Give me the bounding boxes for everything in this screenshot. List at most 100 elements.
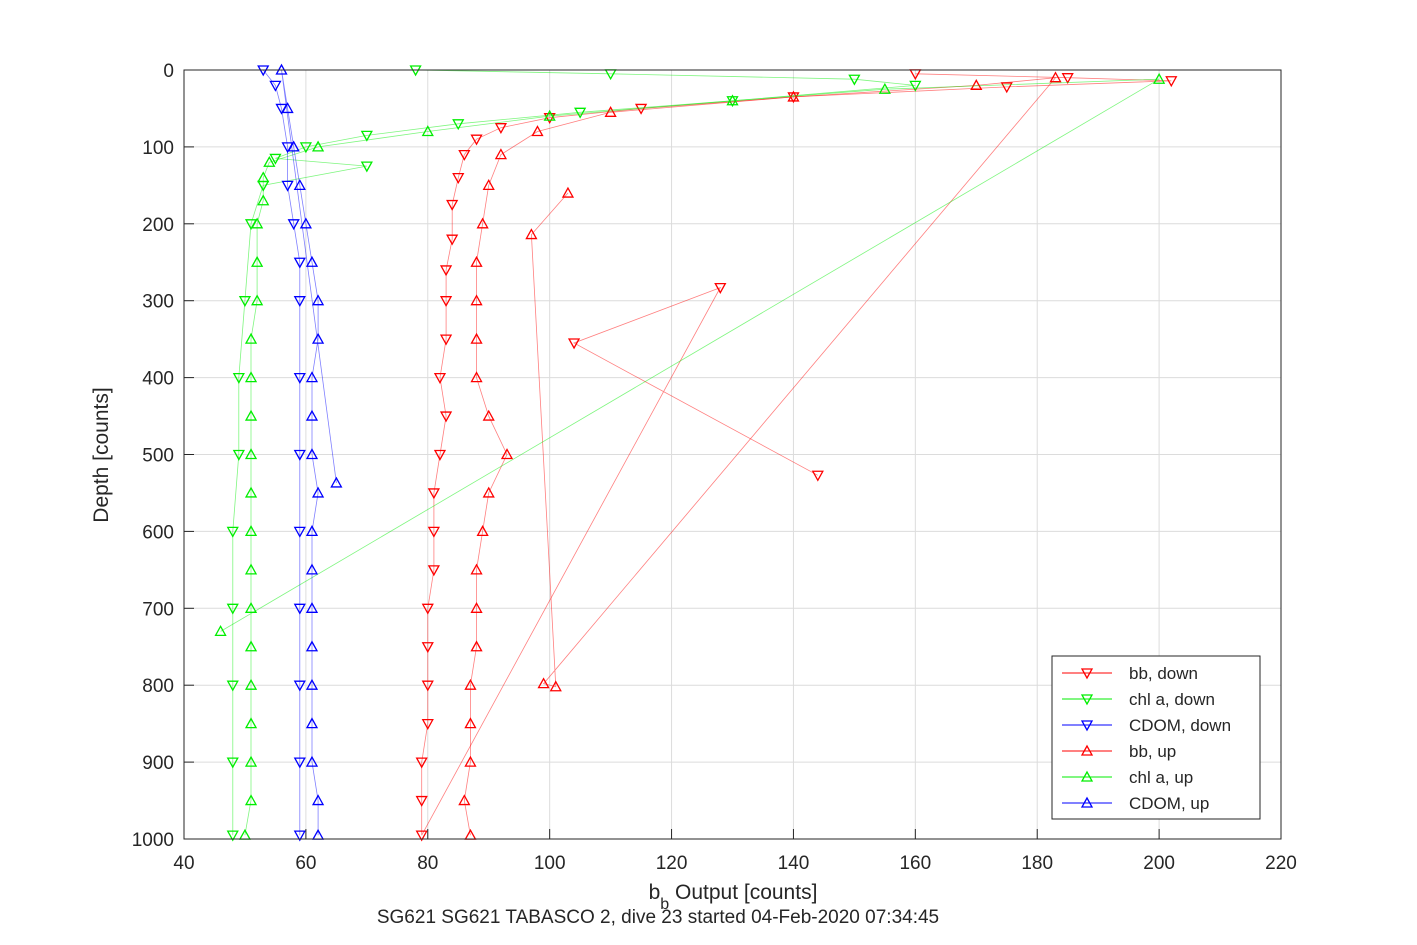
data-point (561, 186, 575, 198)
series-line (220, 78, 1160, 836)
data-point (500, 448, 514, 460)
legend-marker (1080, 720, 1094, 732)
x-tick-label: 220 (1265, 853, 1297, 874)
data-point (470, 332, 483, 344)
data-point (251, 217, 264, 229)
data-point (494, 148, 508, 160)
y-tick-label: 700 (142, 599, 174, 620)
x-tick-label: 160 (899, 853, 931, 874)
data-point (269, 153, 282, 165)
data-point (433, 449, 447, 461)
x-tick-label: 40 (173, 853, 194, 874)
series-1 (226, 65, 922, 842)
data-point (1049, 71, 1062, 83)
data-point (293, 179, 306, 191)
data-point (305, 409, 319, 421)
data-point (293, 372, 306, 384)
data-point (311, 332, 325, 344)
data-point (244, 371, 258, 383)
legend-box (1051, 655, 1261, 820)
data-point (415, 757, 428, 769)
data-point (251, 294, 264, 306)
data-point (287, 140, 300, 152)
data-point (244, 525, 258, 537)
legend-label: chl a, down (1129, 690, 1215, 709)
data-point (311, 794, 325, 806)
data-point (293, 257, 306, 269)
y-tick-label: 400 (142, 369, 174, 390)
data-point (452, 173, 465, 184)
x-tick-label: 140 (778, 853, 810, 874)
data-point (970, 79, 983, 91)
x-axis-label-b: b (649, 881, 661, 904)
legend: bb, down chl a, down CDOM, down bb, up chl a… (1051, 655, 1261, 820)
data-point (311, 486, 325, 498)
data-point (574, 107, 587, 119)
data-point (470, 134, 483, 146)
data-point (226, 603, 239, 615)
data-point (470, 371, 483, 383)
data-point (458, 794, 471, 806)
data-point (360, 130, 373, 142)
data-point (446, 199, 459, 211)
data-point (537, 677, 550, 689)
data-point (244, 640, 258, 652)
data-point (238, 296, 252, 308)
data-point (244, 486, 258, 498)
data-point (293, 830, 306, 842)
data-point (427, 526, 440, 538)
y-tick-label: 600 (142, 522, 174, 543)
data-point (439, 296, 453, 308)
data-point (543, 109, 556, 121)
data-point (287, 219, 300, 231)
data-point (482, 409, 495, 421)
data-point (439, 265, 453, 277)
series-layer (214, 63, 1178, 842)
data-point (1165, 76, 1178, 88)
data-point (299, 142, 312, 154)
data-point (311, 140, 325, 152)
legend-label: CDOM, down (1129, 716, 1231, 735)
data-point (263, 155, 276, 167)
legend-marker (1080, 796, 1094, 808)
data-point (305, 717, 319, 729)
x-tick-label: 200 (1143, 853, 1175, 874)
data-point (251, 255, 264, 267)
legend-marker (1080, 770, 1094, 782)
data-point (476, 217, 489, 229)
data-point (244, 563, 258, 575)
data-point (878, 82, 891, 94)
y-axis-ticks: 0 100 200 300 400 500 600 700 800 900 1000 (132, 61, 194, 851)
figure-caption: SG621 SG621 TABASCO 2, dive 23 started 0… (377, 907, 939, 928)
data-point (293, 296, 306, 308)
data-point (1000, 82, 1013, 94)
y-tick-label: 500 (142, 446, 174, 467)
data-point (470, 294, 483, 306)
legend-label: bb, up (1129, 742, 1176, 761)
data-point (281, 180, 294, 192)
data-point (452, 119, 465, 131)
data-point (330, 476, 343, 488)
data-point (458, 149, 471, 161)
x-axis-label-subscript: b (660, 896, 669, 913)
data-point (470, 563, 483, 575)
data-point (427, 488, 440, 500)
series-4 (214, 72, 1166, 840)
data-point (421, 642, 434, 654)
data-point (464, 678, 477, 690)
data-point (293, 757, 306, 769)
data-point (293, 603, 306, 615)
grid-lines (183, 69, 1282, 840)
data-point (811, 470, 824, 482)
data-point (244, 755, 258, 767)
legend-marker (1080, 744, 1094, 756)
x-axis-label-rest: Output [counts] (669, 881, 817, 904)
data-point (269, 80, 282, 92)
data-point (482, 486, 495, 498)
data-point (257, 194, 270, 206)
data-point (311, 294, 325, 306)
legend-label: chl a, up (1129, 768, 1193, 787)
series-line (281, 69, 337, 836)
data-point (427, 565, 440, 577)
x-tick-label: 60 (295, 853, 316, 874)
